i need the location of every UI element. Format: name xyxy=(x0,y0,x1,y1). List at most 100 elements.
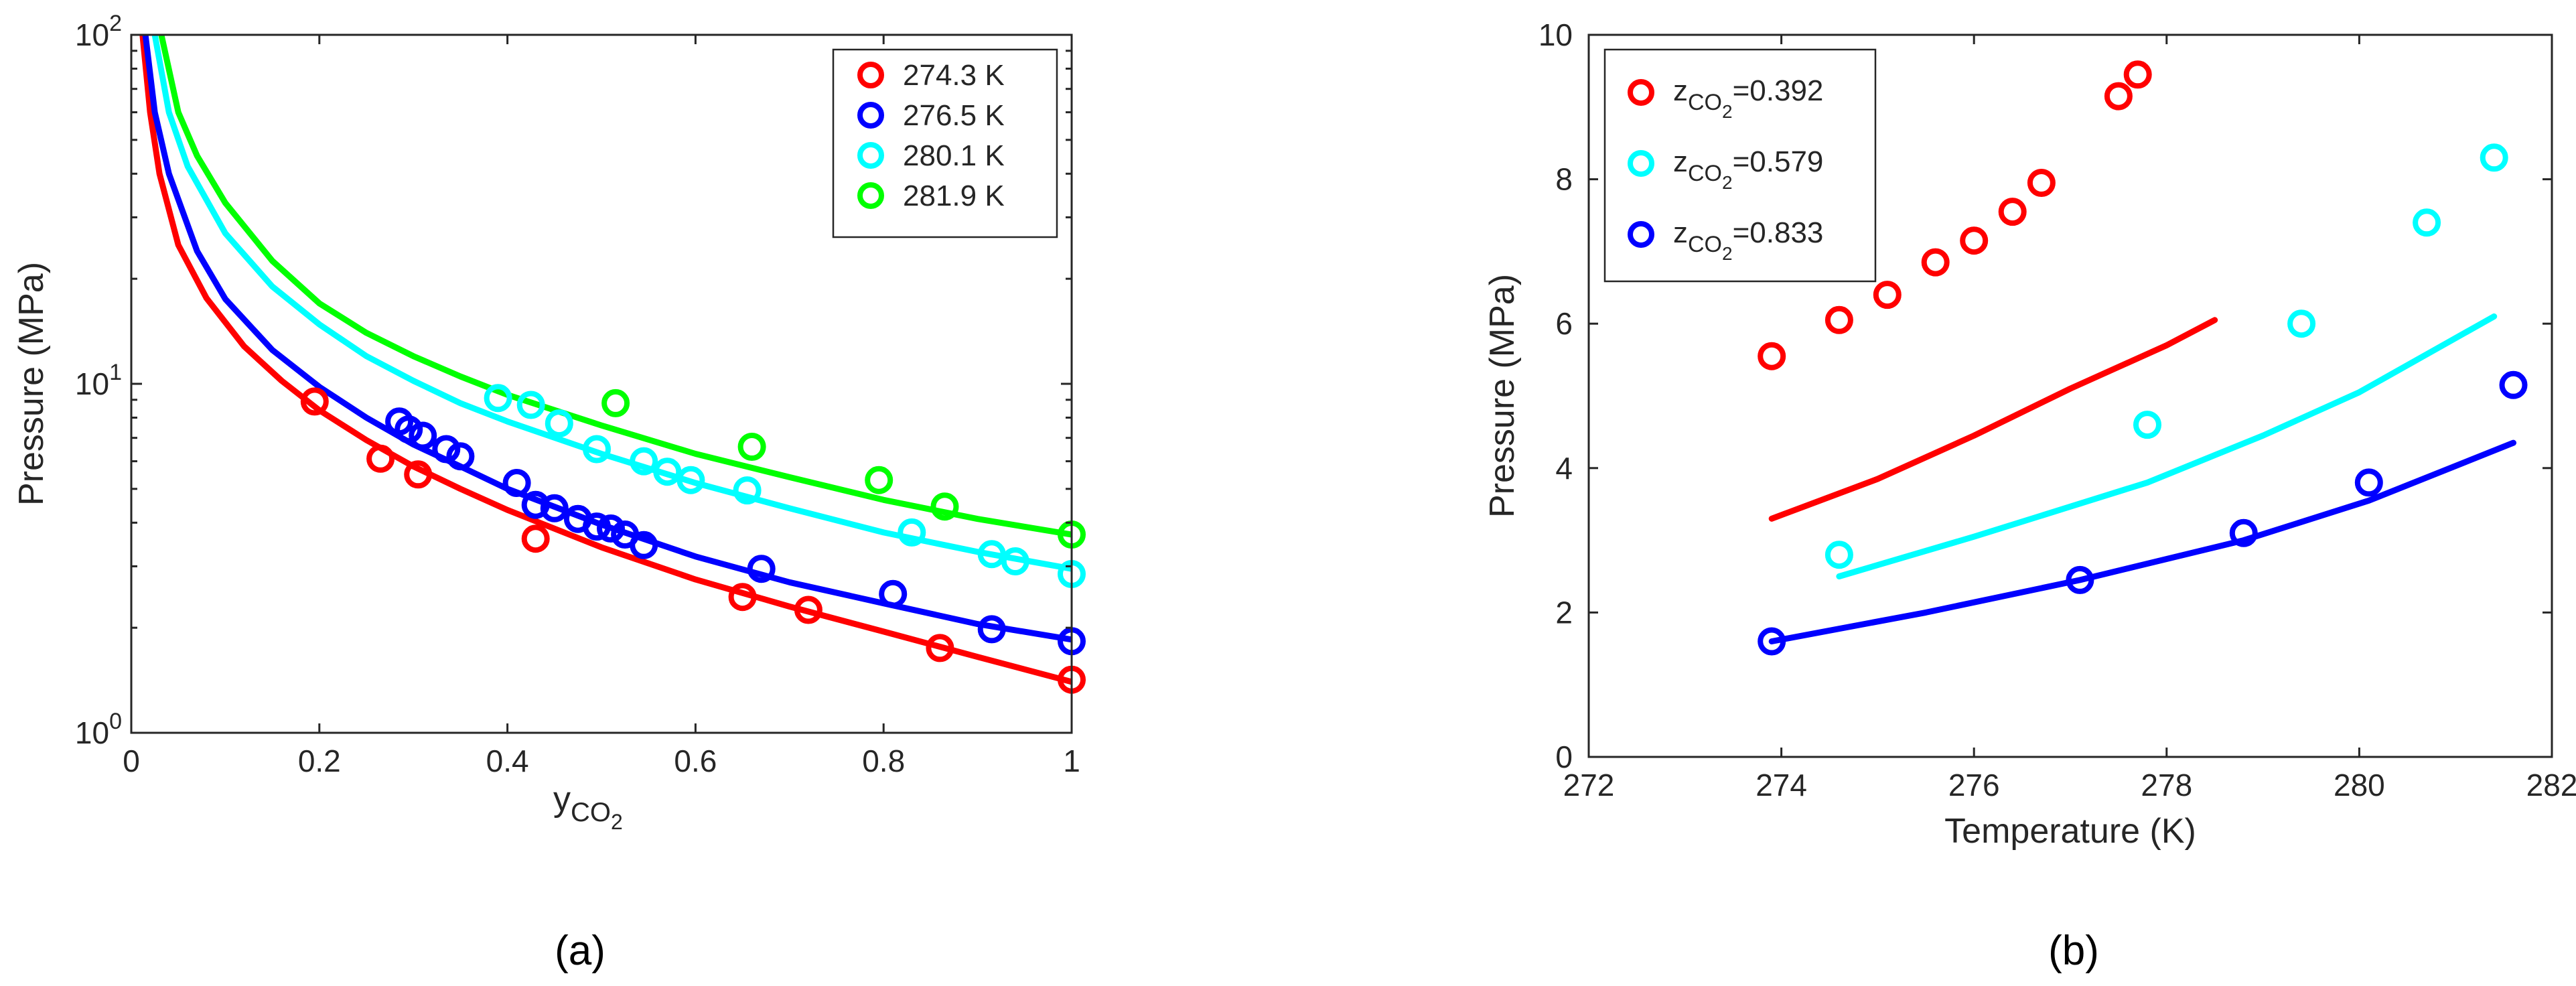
point-a-series-1-2 xyxy=(409,421,437,450)
xtick-label-a-0: 0 xyxy=(123,744,140,778)
legend-label-b-1: zCO2=0.579 xyxy=(1673,145,1823,193)
ticks-b: 272 274 276 278 280 282 0 2 4 6 8 10 xyxy=(1539,17,2576,802)
panel-caption-b: (b) xyxy=(2048,928,2099,974)
point-a-series-2-10 xyxy=(1001,547,1029,575)
point-a-series-0-2 xyxy=(404,460,433,489)
point-a-series-1-6 xyxy=(521,490,550,519)
ytick-label-b-2: 4 xyxy=(1555,451,1573,486)
legend-label-b-2: zCO2=0.833 xyxy=(1673,216,1823,264)
point-a-series-2-5 xyxy=(653,457,682,486)
point-a-series-2-1 xyxy=(516,391,545,419)
point-b-series-1-3 xyxy=(2413,208,2441,237)
legend-a: 274.3 K 276.5 K 280.1 K 281.9 K xyxy=(832,48,1058,238)
point-a-series-0-3 xyxy=(521,524,550,553)
point-a-series-1-1 xyxy=(395,415,423,444)
point-a-series-2-9 xyxy=(977,540,1006,569)
point-b-series-0-0 xyxy=(1758,342,1786,370)
point-a-series-0-6 xyxy=(926,634,954,662)
point-b-series-0-1 xyxy=(1824,305,1853,334)
point-a-series-1-4 xyxy=(446,442,475,471)
point-a-series-3-1 xyxy=(737,433,766,461)
point-a-series-2-7 xyxy=(733,476,762,505)
xtick-label-a-3: 0.6 xyxy=(674,744,717,778)
legend-marker-a-1 xyxy=(857,102,884,129)
point-a-series-2-0 xyxy=(484,384,512,413)
point-a-series-2-3 xyxy=(583,435,611,464)
x-axis-label-b: Temperature (K) xyxy=(1944,812,2196,851)
xtick-label-a-5: 1 xyxy=(1063,744,1080,778)
panel-caption-a: (a) xyxy=(555,928,605,974)
point-a-series-3-2 xyxy=(865,466,893,494)
point-b-series-2-0 xyxy=(1758,627,1786,656)
point-b-series-0-2 xyxy=(1873,281,1902,309)
point-a-series-1-5 xyxy=(502,469,531,497)
point-a-series-3-0 xyxy=(601,389,630,417)
point-a-series-2-4 xyxy=(630,447,658,476)
point-a-series-2-2 xyxy=(545,409,573,438)
point-a-series-1-13 xyxy=(747,555,776,583)
ytick-label-b-4: 8 xyxy=(1555,162,1573,197)
point-a-series-2-8 xyxy=(898,518,926,547)
point-a-series-1-7 xyxy=(540,494,569,522)
curve-b-series-2 xyxy=(1768,439,2516,644)
curve-b-series-0 xyxy=(1768,317,2218,522)
xtick-label-b-4: 280 xyxy=(2334,768,2385,802)
legend-marker-b-1 xyxy=(1628,150,1654,177)
point-b-series-2-4 xyxy=(2499,370,2528,399)
xtick-label-b-1: 274 xyxy=(1756,768,1807,802)
legend-label-a-2: 280.1 K xyxy=(903,139,1005,172)
chart-a: 0 0.2 0.4 0.6 0.8 1 100 101 102 Pressure (MPa) y… xyxy=(12,11,1086,974)
point-b-series-0-4 xyxy=(1960,226,1989,255)
legend-label-b-0: zCO2=0.392 xyxy=(1673,74,1823,122)
point-a-series-1-3 xyxy=(432,435,461,464)
points-b xyxy=(1758,60,2528,656)
curve-b-series-1 xyxy=(1836,313,2498,579)
xtick-label-b-0: 272 xyxy=(1563,768,1615,802)
point-b-series-0-8 xyxy=(2123,60,2152,89)
legend-marker-b-2 xyxy=(1628,221,1654,248)
point-b-series-0-6 xyxy=(2027,169,2056,197)
point-a-series-2-6 xyxy=(676,466,705,494)
point-a-series-1-15 xyxy=(977,615,1006,644)
point-a-series-1-12 xyxy=(630,531,658,559)
xtick-label-a-1: 0.2 xyxy=(298,744,341,778)
curve-a-series-2 xyxy=(151,35,1072,572)
xtick-label-a-2: 0.4 xyxy=(486,744,529,778)
point-a-series-1-9 xyxy=(583,512,611,541)
x-axis-label-a-sub: CO xyxy=(571,798,611,827)
legend-marker-a-0 xyxy=(857,62,884,88)
xtick-label-b-2: 276 xyxy=(1948,768,2000,802)
y-axis-label-a: Pressure (MPa) xyxy=(12,262,51,506)
chart-b: 272 274 276 278 280 282 0 2 4 6 8 10 Pressure (MPa)… xyxy=(1483,17,2576,974)
curves-b xyxy=(1768,313,2516,644)
ticks-a: 0 0.2 0.4 0.6 0.8 1 100 101 102 xyxy=(75,11,1080,778)
x-axis-label-a-main: y xyxy=(553,780,571,819)
legend-marker-b-0 xyxy=(1628,79,1654,106)
ytick-label-b-0: 0 xyxy=(1555,740,1573,774)
legend-marker-a-2 xyxy=(857,142,884,169)
point-b-series-2-2 xyxy=(2229,518,2258,547)
point-b-series-1-1 xyxy=(2133,411,2161,439)
point-a-series-0-5 xyxy=(794,595,822,624)
ytick-label-a-0: 100 xyxy=(75,709,122,750)
point-a-series-1-14 xyxy=(879,579,908,608)
legend-label-a-3: 281.9 K xyxy=(903,180,1005,212)
legend-label-a-1: 276.5 K xyxy=(903,99,1005,132)
point-a-series-3-3 xyxy=(930,492,959,521)
legend-b: zCO2=0.392 zCO2=0.579 zCO2=0.833 xyxy=(1603,48,1877,283)
xtick-label-a-4: 0.8 xyxy=(862,744,905,778)
ytick-label-a-1: 101 xyxy=(75,360,122,401)
point-b-series-0-3 xyxy=(1921,248,1950,277)
point-a-series-0-0 xyxy=(300,387,329,416)
xtick-label-b-5: 282 xyxy=(2526,768,2576,802)
ytick-label-a-2: 102 xyxy=(75,11,122,52)
ytick-label-b-1: 2 xyxy=(1555,595,1573,630)
axes-box-b xyxy=(1587,33,2553,758)
legend-marker-a-3 xyxy=(857,182,884,209)
y-axis-label-b: Pressure (MPa) xyxy=(1483,274,1522,518)
x-axis-label-a: yCO2 xyxy=(553,780,623,834)
point-b-series-1-2 xyxy=(2287,309,2316,338)
point-a-series-0-4 xyxy=(728,583,757,612)
point-b-series-1-4 xyxy=(2480,143,2508,172)
